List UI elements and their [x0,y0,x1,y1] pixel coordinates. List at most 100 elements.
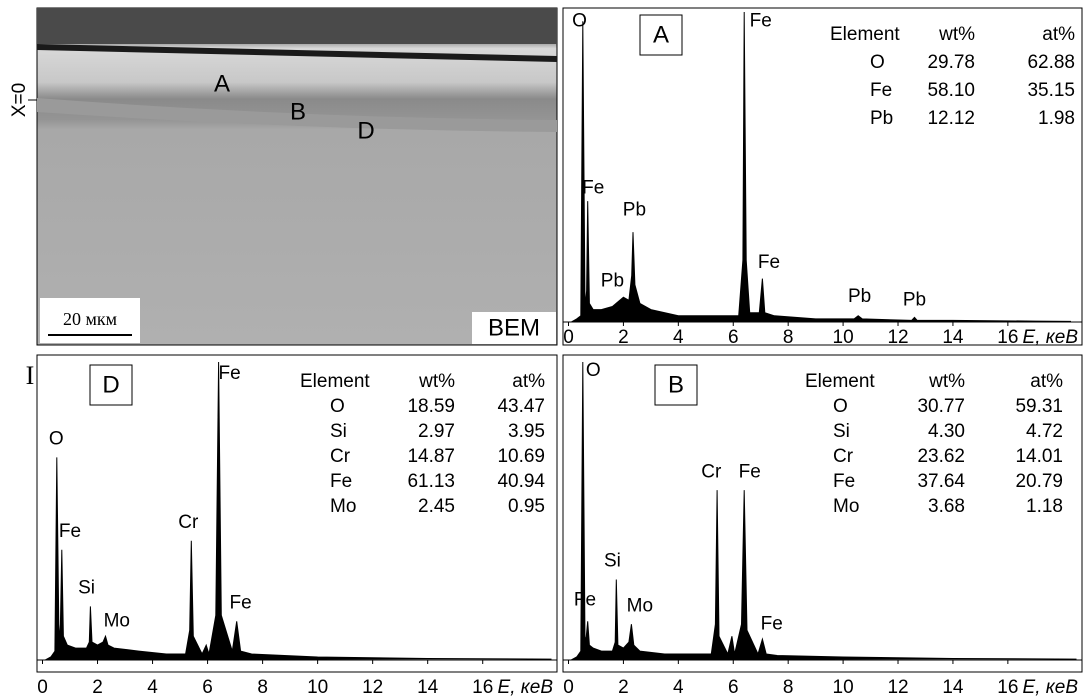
peak-label: Cr [178,512,199,533]
table-cell: 14.01 [1015,446,1063,467]
x-tick-label: 0 [563,677,574,697]
table-cell: O [870,52,885,73]
table-cell: Fe [870,80,892,101]
table-cell: 30.77 [917,396,965,417]
peak-label: Mo [627,595,653,616]
peak-label: Fe [574,589,596,610]
x-tick-label: 2 [618,677,629,697]
table-header: wt% [928,371,965,392]
table-header: Element [300,371,370,392]
x-tick-label: 10 [307,677,328,697]
table-cell: 12.12 [927,108,975,129]
layer-label: A [214,70,230,97]
mode-label: BEM [488,314,540,341]
spectrum [570,361,1077,661]
table-cell: Si [330,421,347,442]
x-tick-label: 14 [942,327,964,348]
table-cell: Mo [330,496,356,517]
x-tick-label: 4 [673,677,684,697]
table-cell: 35.15 [1027,80,1075,101]
table-cell: 61.13 [407,471,455,492]
x-tick-label: 14 [417,677,439,697]
table-cell: 29.78 [927,52,975,73]
table-cell: 14.87 [407,446,455,467]
x-tick-label: 10 [833,327,854,348]
table-header: wt% [938,24,975,45]
x-tick-label: 6 [728,327,739,348]
table-cell: O [330,396,345,417]
sem-scale-layer [37,44,557,62]
peak-label: Pb [903,289,926,310]
sem-inner-layer [37,98,557,132]
table-header: Element [805,371,875,392]
table-cell: 20.79 [1015,471,1063,492]
x-tick-label: 12 [887,327,908,348]
table-cell: 1.18 [1026,496,1063,517]
table-cell: 2.97 [418,421,455,442]
peak-label: Pb [623,199,646,220]
table-cell: 59.31 [1015,396,1063,417]
x-tick-label: 8 [783,677,794,697]
x-axis-label: E, кеВ [1023,677,1079,697]
scale-label: 20 мкм [63,309,117,329]
sem-panel: A B D X=0 20 мкм BEM [9,7,558,346]
table-header: at% [1030,371,1063,392]
peak-label: Fe [59,521,81,542]
peak-label: Cr [701,461,722,482]
table-cell: Cr [833,446,854,467]
table-header: at% [512,371,545,392]
x-tick-label: 6 [728,677,739,697]
layer-label: B [290,98,306,125]
table-cell: O [833,396,848,417]
table-cell: 18.59 [407,396,455,417]
x-tick-label: 4 [673,327,684,348]
x-tick-label: 2 [618,327,629,348]
table-cell: 4.72 [1026,421,1063,442]
panel-label: B [668,371,684,398]
table-cell: 62.88 [1027,52,1075,73]
panel-label-box [89,364,133,406]
peak-label: O [586,360,601,381]
table-cell: Fe [330,471,352,492]
peak-label: Si [78,577,95,598]
table-cell: Mo [833,496,859,517]
peak-label: Fe [230,592,252,613]
peak-label: Fe [582,178,604,199]
x-tick-label: 4 [147,677,158,697]
panel-label-box [654,364,698,406]
panel-label: A [653,21,669,48]
sem-top [37,8,557,44]
marker: I [26,361,35,390]
spectrum [570,11,1072,323]
mode-box [472,312,556,344]
peak-label: O [572,10,587,31]
table-cell: 4.30 [928,421,965,442]
peak-label: Si [604,551,621,572]
panel-frame [562,354,1083,673]
x-tick-label: 0 [37,677,48,697]
x-tick-label: 0 [563,327,574,348]
table-header: wt% [418,371,455,392]
table-cell: 40.94 [497,471,545,492]
peak-label: Fe [758,252,780,273]
table-cell: Pb [870,108,893,129]
panel-label: D [102,371,119,398]
table-cell: 3.95 [508,421,545,442]
x-tick-label: 16 [997,677,1018,697]
x-tick-label: 6 [202,677,213,697]
table-cell: 23.62 [917,446,965,467]
panel-label-box [639,14,683,56]
peak-label: Pb [601,271,624,292]
origin-label: X=0 [9,83,30,117]
x-tick-label: 10 [833,677,854,697]
peak-label: Mo [104,610,130,631]
spectrum [45,361,552,661]
x-tick-label: 2 [92,677,103,697]
table-cell: Fe [833,471,855,492]
x-tick-label: 8 [783,327,794,348]
x-axis-label: E, кеВ [1023,327,1079,348]
peak-label: Fe [761,613,783,634]
table-cell: 1.98 [1038,108,1075,129]
x-axis-label: E, кеВ [498,677,554,697]
